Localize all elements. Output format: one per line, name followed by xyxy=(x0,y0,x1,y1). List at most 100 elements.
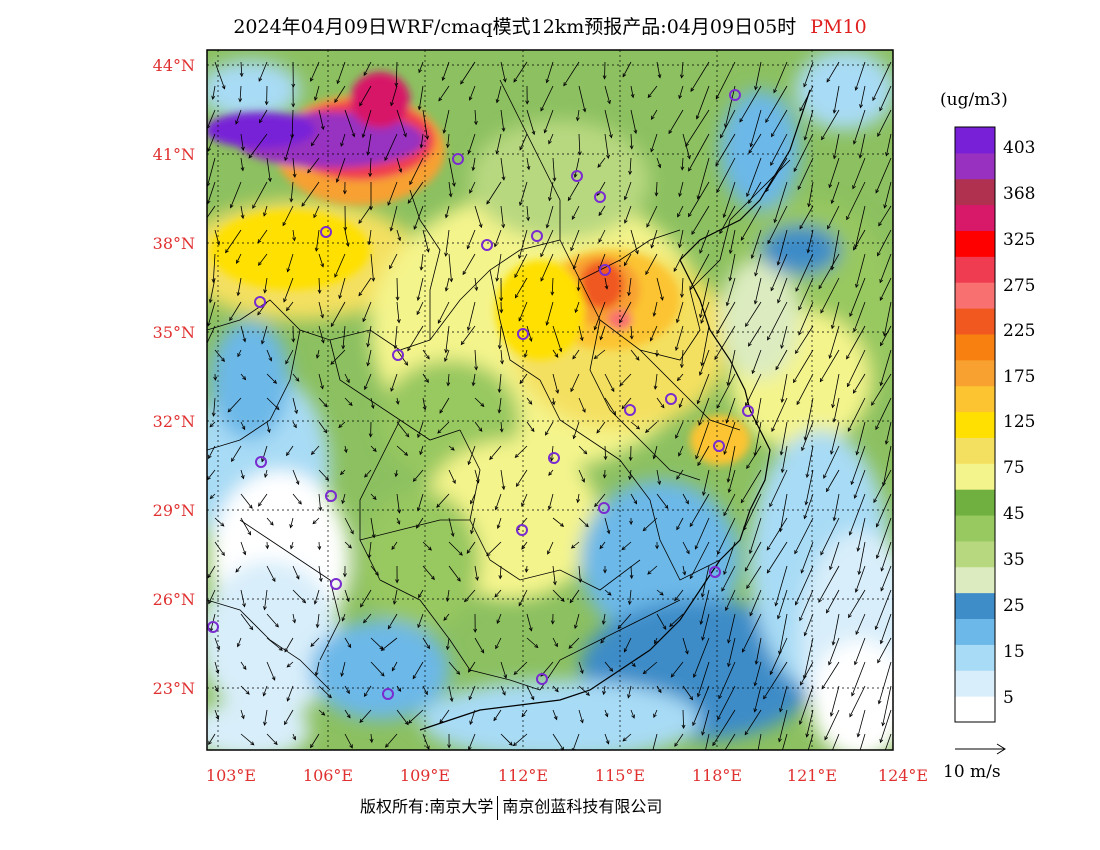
wind-arrowhead xyxy=(405,433,410,438)
wind-arrow xyxy=(500,421,503,432)
wind-arrow xyxy=(884,181,892,208)
wind-arrow xyxy=(248,133,268,159)
wind-arrow xyxy=(489,445,502,460)
wind-arrowhead xyxy=(577,151,582,156)
wind-arrowhead xyxy=(513,78,518,83)
wind-arrow xyxy=(742,613,762,653)
wind-arrowhead xyxy=(874,625,879,631)
wind-arrow xyxy=(578,397,586,413)
wind-arrow xyxy=(311,133,320,146)
wind-arrow xyxy=(266,613,279,628)
wind-arrowhead xyxy=(689,522,694,528)
wind-arrowhead xyxy=(295,480,300,486)
wind-arrowhead xyxy=(778,738,782,743)
wind-arrow xyxy=(208,589,216,604)
wind-arrow xyxy=(448,565,461,582)
wind-arrowhead xyxy=(257,261,262,266)
wind-arrow xyxy=(526,157,530,170)
wind-arrowhead xyxy=(514,453,519,459)
wind-arrow xyxy=(604,109,612,138)
wind-arrow xyxy=(628,277,632,296)
wind-arrow xyxy=(882,685,892,726)
wind-arrowhead xyxy=(829,566,833,571)
wind-arrowhead xyxy=(444,214,449,219)
wind-arrow xyxy=(330,301,346,327)
wind-arrow xyxy=(645,253,658,275)
wind-arrow xyxy=(521,493,528,507)
wind-arrowhead xyxy=(855,283,859,289)
wind-arrow xyxy=(748,325,762,347)
wind-arrow xyxy=(740,469,762,503)
wind-arrowhead xyxy=(372,447,377,453)
wind-arrow xyxy=(551,277,554,295)
wind-arrow xyxy=(552,349,559,358)
wind-arrowhead xyxy=(294,409,298,415)
wind-arrow xyxy=(780,421,788,455)
wind-arrow xyxy=(622,61,632,77)
wind-arrowhead xyxy=(248,154,253,159)
wind-arrowhead xyxy=(624,219,628,224)
wind-arrow xyxy=(418,61,424,73)
colorbar-label: 5 xyxy=(1003,688,1014,708)
wind-arrow xyxy=(552,397,555,405)
wind-arrowhead xyxy=(695,115,700,120)
colorbar-label: 368 xyxy=(1003,184,1036,204)
wind-arrowhead xyxy=(320,125,325,131)
wind-arrowhead xyxy=(854,86,859,91)
wind-arrow xyxy=(604,397,616,415)
wind-arrow xyxy=(469,181,476,194)
wind-arrow xyxy=(312,517,320,524)
wind-arrowhead xyxy=(416,507,421,512)
wind-arrow xyxy=(876,517,892,559)
colorbar-swatch xyxy=(955,566,995,594)
wind-arrowhead xyxy=(769,670,774,676)
wind-arrow xyxy=(877,229,892,256)
wind-arrowhead xyxy=(597,163,602,168)
wind-arrowhead xyxy=(598,211,603,217)
wind-arrowhead xyxy=(689,285,694,291)
wind-arrowhead xyxy=(515,482,520,488)
wind-arrowhead xyxy=(348,401,353,407)
wind-arrow xyxy=(240,733,255,746)
wind-arrowhead xyxy=(240,214,245,220)
wind-arrowhead xyxy=(593,355,598,360)
wind-arrowhead xyxy=(727,662,731,668)
wind-arrow xyxy=(570,373,580,392)
wind-arrow xyxy=(313,205,320,218)
wind-arrow xyxy=(573,421,580,439)
wind-arrowhead xyxy=(676,526,680,531)
wind-arrow xyxy=(364,373,372,390)
wind-arrowhead xyxy=(765,187,770,193)
wind-arrowhead xyxy=(430,575,435,581)
wind-arrowhead xyxy=(652,455,657,460)
wind-arrowhead xyxy=(657,688,662,694)
wind-arrowhead xyxy=(392,600,397,605)
wind-arrowhead xyxy=(295,575,300,580)
wind-arrowhead xyxy=(310,77,314,82)
wind-arrowhead xyxy=(274,623,279,628)
wind-arrowhead xyxy=(850,480,855,486)
wind-arrowhead xyxy=(439,719,444,724)
wind-arrow xyxy=(519,373,528,384)
colorbar xyxy=(954,126,996,723)
wind-arrow xyxy=(855,253,866,288)
wind-arrow xyxy=(552,709,558,720)
wind-arrowhead xyxy=(466,326,471,332)
wind-arrow xyxy=(408,709,424,724)
wind-arrow xyxy=(344,589,350,602)
wind-arrow xyxy=(287,685,294,702)
wind-arrow xyxy=(292,229,295,241)
wind-arrowhead xyxy=(395,579,399,584)
wind-arrowhead xyxy=(496,619,501,625)
wind-arrow xyxy=(396,229,401,241)
wind-arrow xyxy=(647,565,658,575)
wind-arrow xyxy=(263,205,268,217)
wind-arrow xyxy=(739,85,762,123)
wind-arrow xyxy=(872,61,892,101)
wind-arrowhead xyxy=(858,752,861,756)
wind-arrowhead xyxy=(799,616,803,622)
wind-arrowhead xyxy=(846,215,850,221)
wind-arrowhead xyxy=(470,530,474,535)
wind-arrow xyxy=(519,181,528,206)
wind-arrowhead xyxy=(853,246,857,251)
